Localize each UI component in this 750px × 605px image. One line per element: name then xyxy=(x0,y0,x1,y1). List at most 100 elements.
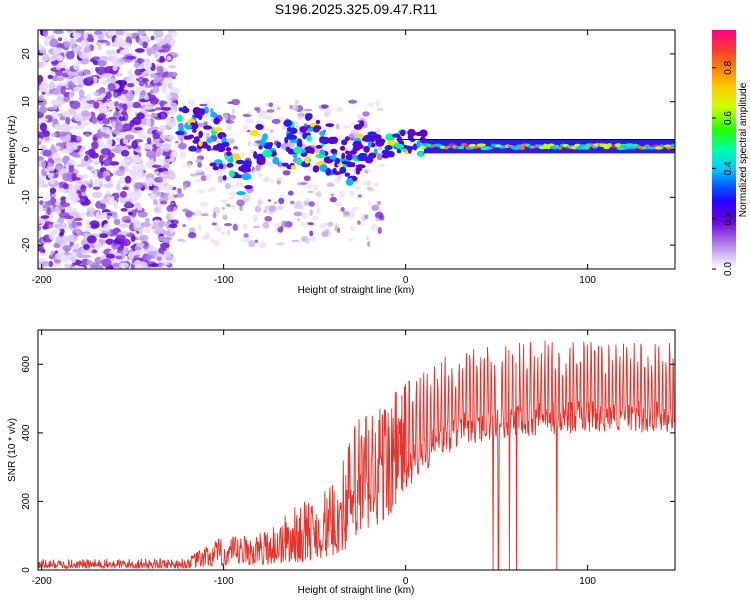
spectrogram-signal-cell xyxy=(345,178,354,186)
spectrogram-noise-cell xyxy=(86,33,94,43)
spectrogram-noise-cell xyxy=(129,93,134,99)
spectrogram-signal-cell xyxy=(212,127,223,132)
spectrogram-noise-cell xyxy=(376,153,383,161)
spectrogram-noise-cell xyxy=(153,205,163,214)
spectrogram-noise-cell xyxy=(68,91,75,96)
spectrogram-noise-cell xyxy=(136,163,146,172)
spectrogram-noise-cell xyxy=(217,175,224,183)
spectrogram-noise-cell xyxy=(124,168,131,173)
spectrogram-signal-cell xyxy=(286,133,294,138)
spectrogram-noise-cell xyxy=(185,210,193,218)
spectrogram-signal-cell xyxy=(315,144,323,149)
colorbar-tick-label: 0.2 xyxy=(723,211,734,225)
spectrogram-noise-cell xyxy=(69,100,81,110)
spectrogram-signal-cell xyxy=(193,136,198,141)
spectrogram-noise-cell xyxy=(308,201,315,207)
spectrogram-noise-cell xyxy=(38,225,42,231)
spectrogram-signal-cell xyxy=(344,136,350,142)
spectrogram-noise-cell xyxy=(370,223,379,231)
spectrogram-noise-cell xyxy=(268,102,274,108)
spectrogram-signal-cell xyxy=(198,140,203,147)
spectrogram-noise-cell xyxy=(112,55,118,61)
spectrogram-noise-cell xyxy=(352,206,359,210)
spectrogram-noise-cell xyxy=(91,249,98,254)
spectrogram-noise-cell xyxy=(57,250,62,257)
spectrogram-noise-cell xyxy=(357,220,361,225)
spectrogram-noise-cell xyxy=(102,144,107,148)
figure-title: S196.2025.325.09.47.R11 xyxy=(275,1,438,17)
spectrogram-noise-cell xyxy=(86,166,93,171)
spectrogram-x-ticks: -200 -100 0 100 xyxy=(32,30,596,286)
spectrogram-noise-cell xyxy=(153,30,164,37)
spectrogram-noise-cell xyxy=(168,223,178,229)
spectrogram-noise-cell xyxy=(91,56,101,61)
spectrogram-signal-cell xyxy=(206,137,214,143)
snr-x-ticks: -200 -100 0 100 xyxy=(32,330,596,587)
spectrogram-noise-cell xyxy=(214,226,222,232)
spectrogram-noise-cell xyxy=(103,133,111,139)
spectrogram-noise-cell xyxy=(169,102,178,111)
spectrogram-noise-cell xyxy=(311,216,319,221)
spectrogram-signal-cell xyxy=(316,154,326,159)
spectrogram-signal-cell xyxy=(368,152,377,159)
spectrogram-noise-cell xyxy=(275,176,285,181)
spectrogram-noise-cell xyxy=(118,223,129,228)
spectrogram-noise-cell xyxy=(52,157,64,164)
spectrogram-noise-cell xyxy=(39,122,47,132)
spectrogram-noise-cell xyxy=(170,38,175,47)
spectrogram-signal-cell xyxy=(210,112,218,118)
spectrogram-noise-cell xyxy=(180,239,187,243)
spectrogram-signal-cell xyxy=(341,139,348,146)
spectrogram-noise-cell xyxy=(76,251,83,259)
spectrogram-noise-cell xyxy=(149,72,159,79)
spectrogram-band-cell xyxy=(476,143,486,147)
spectrogram-noise-cell xyxy=(367,102,374,107)
spectrogram-signal-cell xyxy=(418,151,423,158)
spectrogram-noise-cell xyxy=(120,207,128,212)
spectrogram-noise-cell xyxy=(258,241,267,249)
spectrogram-noise-cell xyxy=(164,158,171,166)
spectrogram-noise-cell xyxy=(75,228,81,235)
spectrogram-noise-cell xyxy=(305,183,313,190)
spectrogram-noise-cell xyxy=(122,186,129,191)
spectrogram-noise-cell xyxy=(367,241,371,248)
spectrogram-noise-cell xyxy=(53,242,61,249)
spectrogram-signal-cell xyxy=(203,125,213,130)
spectrogram-signal-cell xyxy=(355,167,363,172)
spectrogram-noise-cell xyxy=(120,42,132,49)
spectrogram-noise-cell xyxy=(65,116,71,126)
spectrogram-noise-cell xyxy=(103,183,114,189)
spectrogram-noise-cell xyxy=(159,55,165,63)
spectrogram-noise-cell xyxy=(363,179,367,186)
spectrogram-noise-cell xyxy=(246,191,252,199)
spectrogram-noise-cell xyxy=(74,125,85,130)
spectrogram-noise-cell xyxy=(308,222,315,226)
spectrogram-noise-cell xyxy=(113,199,118,209)
spectrogram-noise-cell xyxy=(134,182,144,189)
spectrogram-noise-cell xyxy=(93,30,103,35)
spectrogram-noise-cell xyxy=(50,60,59,65)
spectrogram-noise-cell xyxy=(197,161,202,168)
spectrogram-noise-cell xyxy=(116,183,121,191)
spectrogram-signal-cell xyxy=(206,147,211,152)
spectrogram-noise-cell xyxy=(297,113,303,120)
spectrogram-signal-cell xyxy=(345,150,351,155)
spectrogram-noise-cell xyxy=(77,121,82,126)
spectrogram-noise-cell xyxy=(106,77,116,83)
spectrogram-signal-cell xyxy=(396,149,402,154)
spectrogram-noise-cell xyxy=(124,175,132,184)
spectrogram-noise-cell xyxy=(161,112,166,120)
spectrogram-noise-cell xyxy=(360,223,365,227)
spectrogram-noise-cell xyxy=(182,164,189,167)
spectrogram-noise-cell xyxy=(340,206,345,212)
spectrogram-noise-cell xyxy=(142,105,153,111)
spectrogram-signal-cell xyxy=(312,165,320,173)
colorbar-tick-label: 0.6 xyxy=(723,111,734,125)
spectrogram-noise-cell xyxy=(53,48,58,55)
spectrogram-signal-cell xyxy=(241,168,249,173)
spectrogram-noise-cell xyxy=(189,173,198,177)
spectrogram-signal-cell xyxy=(176,114,183,123)
spectrogram-band-cell xyxy=(487,147,493,150)
spectrogram-noise-cell xyxy=(73,86,84,90)
spectrogram-noise-cell xyxy=(118,262,130,269)
